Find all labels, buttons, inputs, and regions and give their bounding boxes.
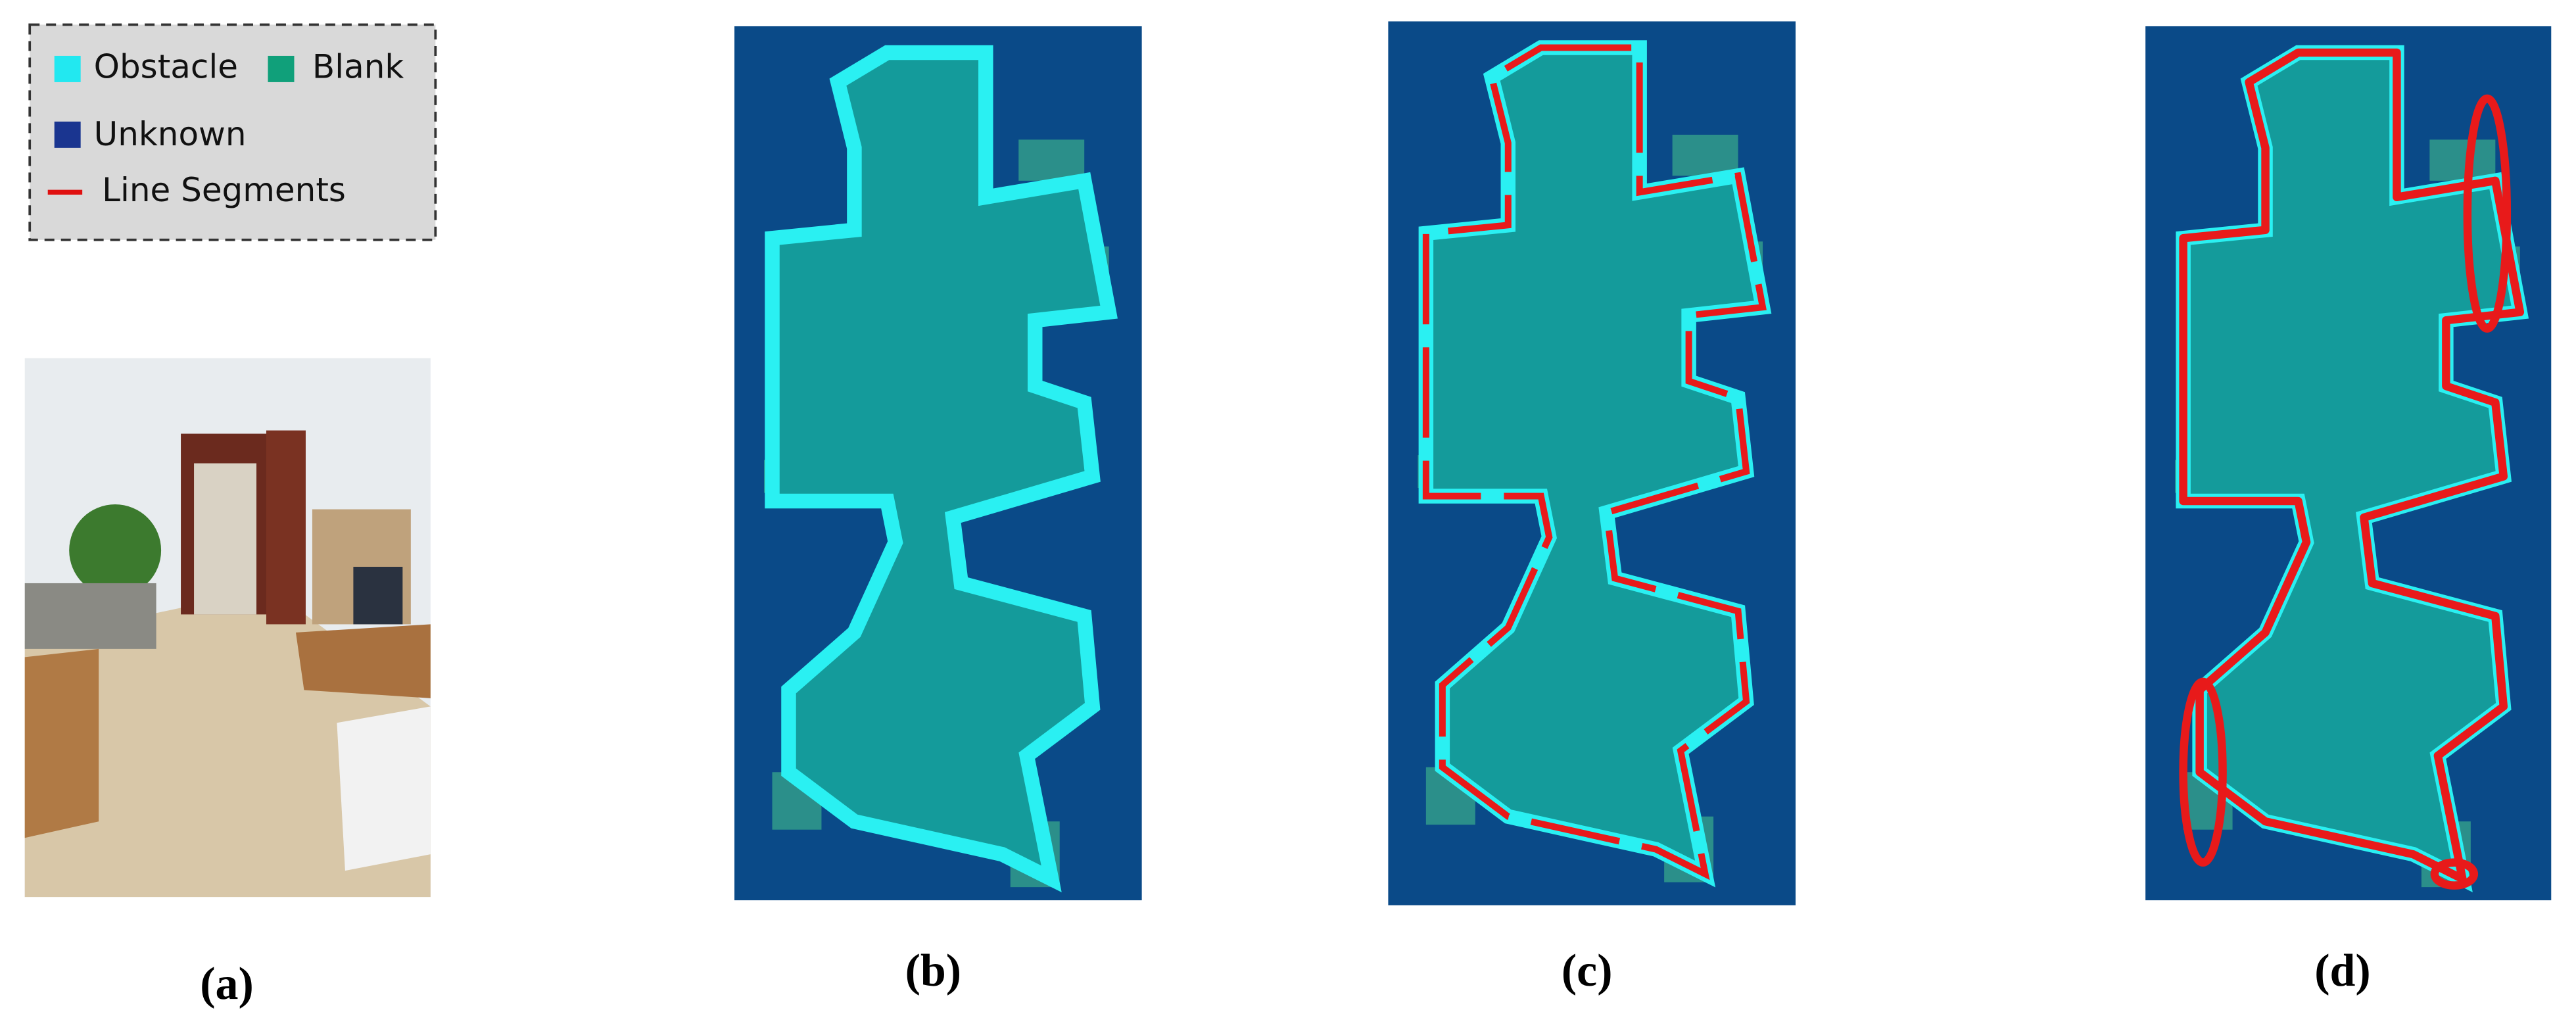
panel-label: (d) — [2314, 946, 2370, 996]
legend-box — [28, 23, 437, 241]
fitted-boundary — [2430, 858, 2479, 890]
fitted-boundary — [2463, 94, 2512, 333]
legend-swatch — [268, 55, 295, 82]
cabinet — [24, 583, 156, 649]
chair — [337, 706, 431, 871]
map-c — [1388, 21, 1796, 905]
map-d — [2145, 26, 2552, 901]
chair — [353, 566, 403, 625]
fitted-boundary — [2179, 677, 2227, 867]
desk — [24, 648, 99, 838]
doorway — [194, 463, 256, 615]
panel-label: (a) — [200, 959, 254, 1009]
plant — [69, 504, 162, 596]
panel-label: (b) — [905, 946, 961, 996]
legend-label: Obstacle — [94, 47, 238, 85]
legend-label: Line Segments — [102, 171, 346, 209]
photo — [24, 358, 431, 898]
panel-label: (c) — [1562, 946, 1613, 996]
desk — [295, 624, 431, 698]
legend-label: Blank — [312, 47, 404, 85]
legend-swatch — [54, 55, 81, 82]
map-b — [734, 26, 1142, 901]
legend-swatch — [54, 121, 81, 148]
door — [266, 430, 306, 625]
legend-label: Unknown — [94, 115, 247, 153]
